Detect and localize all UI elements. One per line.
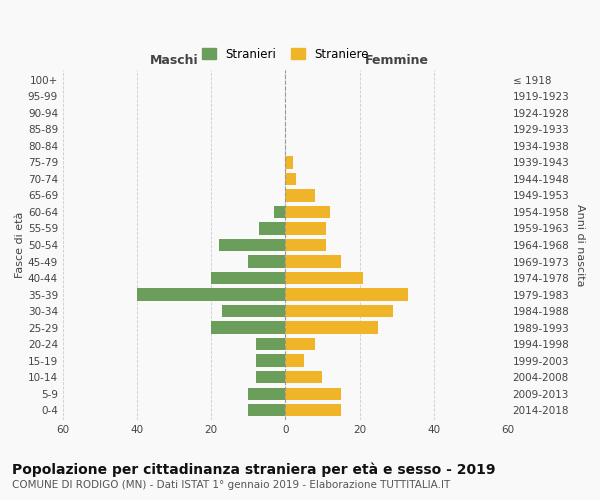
Bar (274, 206, 286, 218)
Text: Popolazione per cittadinanza straniera per età e sesso - 2019: Popolazione per cittadinanza straniera p… (12, 462, 496, 477)
Bar (286, 322, 378, 334)
Bar (259, 222, 286, 234)
Y-axis label: Fasce di età: Fasce di età (15, 212, 25, 278)
Bar (137, 288, 286, 301)
Bar (286, 288, 408, 301)
Bar (286, 338, 315, 350)
Bar (286, 239, 326, 251)
Bar (286, 305, 393, 318)
Bar (286, 404, 341, 416)
Bar (286, 206, 330, 218)
Bar (256, 371, 286, 384)
Bar (223, 305, 286, 318)
Bar (211, 322, 286, 334)
Bar (248, 388, 286, 400)
Bar (286, 172, 296, 185)
Text: COMUNE DI RODIGO (MN) - Dati ISTAT 1° gennaio 2019 - Elaborazione TUTTITALIA.IT: COMUNE DI RODIGO (MN) - Dati ISTAT 1° ge… (12, 480, 450, 490)
Bar (248, 404, 286, 416)
Bar (256, 338, 286, 350)
Bar (286, 371, 322, 384)
Y-axis label: Anni di nascita: Anni di nascita (575, 204, 585, 286)
Bar (218, 239, 286, 251)
Text: Maschi: Maschi (150, 54, 199, 66)
Bar (211, 272, 286, 284)
Bar (286, 156, 293, 168)
Bar (286, 354, 304, 367)
Text: Femmine: Femmine (365, 54, 428, 66)
Bar (286, 190, 315, 202)
Bar (256, 354, 286, 367)
Bar (286, 256, 341, 268)
Bar (286, 388, 341, 400)
Bar (286, 222, 326, 234)
Bar (286, 272, 363, 284)
Bar (248, 256, 286, 268)
Legend: Stranieri, Straniere: Stranieri, Straniere (202, 48, 369, 61)
